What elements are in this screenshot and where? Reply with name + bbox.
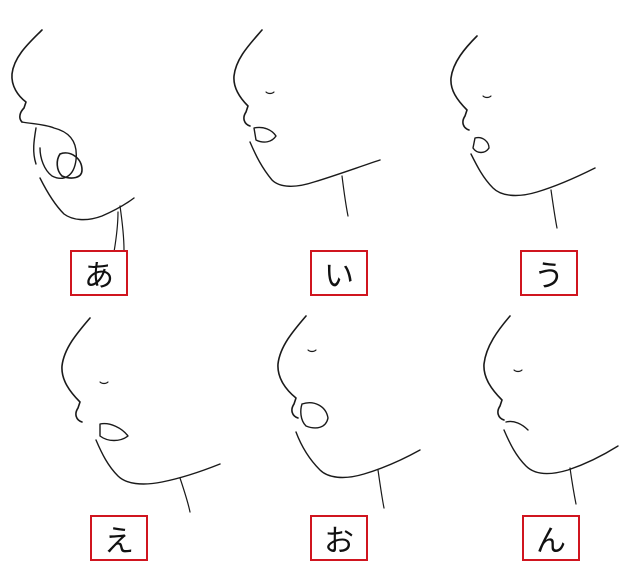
kana-label-u: う bbox=[520, 250, 578, 296]
panel-o: お bbox=[260, 300, 450, 580]
face-profile-half-open-sketch bbox=[61, 317, 221, 513]
kana-label-i: い bbox=[310, 250, 368, 296]
panel-i: い bbox=[210, 0, 425, 300]
kana-label-n: ん bbox=[522, 515, 580, 561]
face-profile-closed-mouth-sketch bbox=[483, 315, 619, 505]
kana-label-o: お bbox=[310, 515, 368, 561]
panel-u: う bbox=[425, 0, 635, 300]
face-profile-open-mouth-sketch bbox=[11, 29, 135, 253]
kana-label-a: あ bbox=[70, 250, 128, 296]
panel-n: ん bbox=[450, 300, 635, 580]
face-profile-wide-mouth-sketch bbox=[233, 29, 381, 217]
panel-e: え bbox=[0, 300, 260, 580]
kana-label-e: え bbox=[90, 515, 148, 561]
face-profile-round-open-sketch bbox=[277, 315, 421, 509]
panel-a: あ bbox=[0, 0, 210, 300]
face-profile-pursed-lips-sketch bbox=[450, 35, 596, 229]
